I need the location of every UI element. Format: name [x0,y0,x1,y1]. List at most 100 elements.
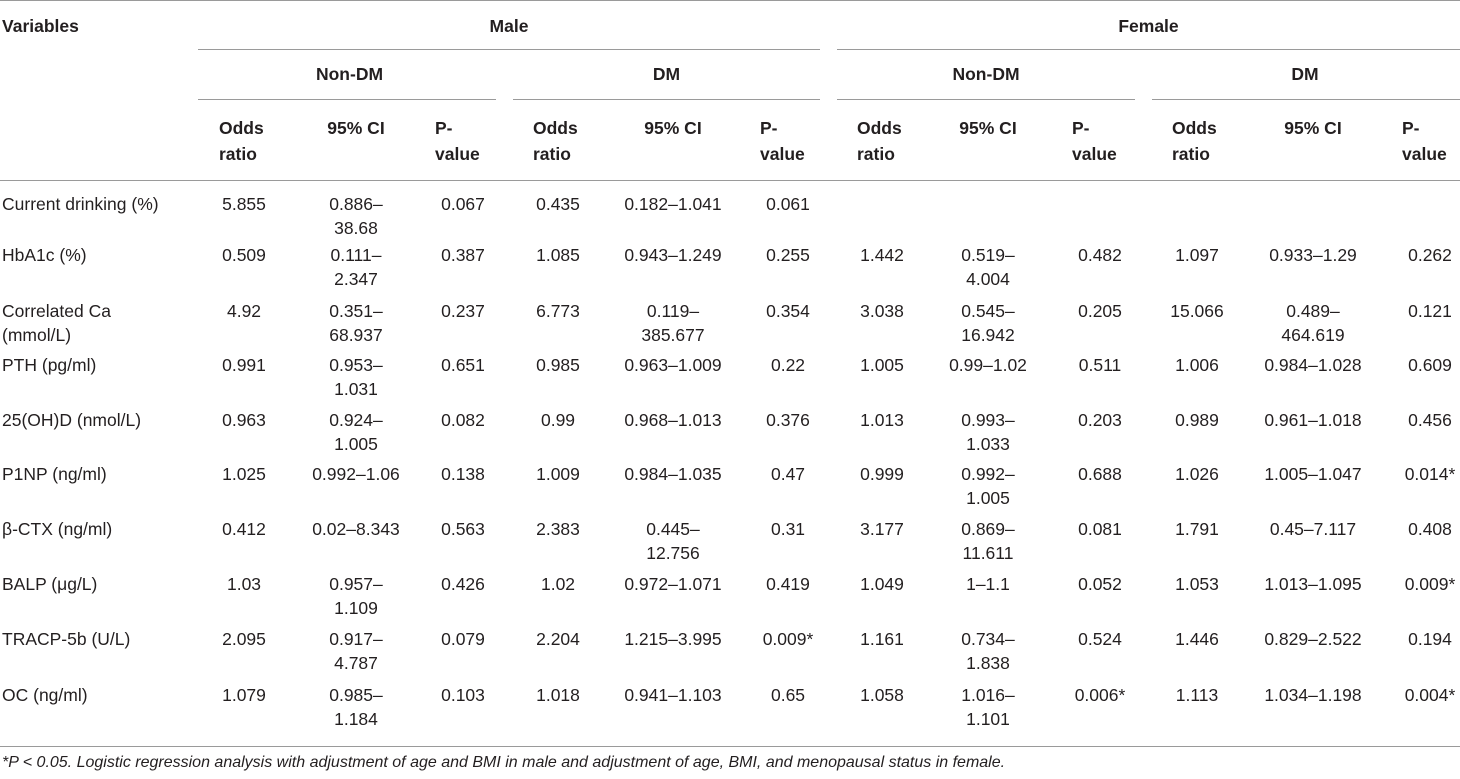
table-cell: 0.354 [766,301,810,321]
row-label: OC (ng/ml) [2,685,88,705]
table-cell: 4.787 [334,653,378,673]
table-cell: 0.482 [1078,245,1122,265]
table-cell: 0.119– [646,301,700,321]
table-cell: 1.005–1.047 [1264,464,1362,484]
table-cell: 1.013–1.095 [1264,574,1362,594]
table-cell: 0.419 [766,574,810,594]
table-cell: 0.943–1.249 [624,245,722,265]
table-cell: 15.066 [1170,301,1224,321]
table-footnote: *P < 0.05. Logistic regression analysis … [2,754,1006,771]
table-cell: 0.651 [441,355,485,375]
table-cell: 0.061 [766,194,810,214]
table-cell: 1.005 [966,488,1010,508]
table-cell: 38.68 [334,218,378,238]
table-cell: 0.456 [1408,410,1452,430]
table-cell: 1.058 [860,685,904,705]
table-cell: 0.869– [961,519,1015,539]
header-odds-ratio-0: Odds [219,118,264,138]
header-male: Male [489,16,529,36]
table-bottom-rule [0,746,1460,747]
table-cell: 1.026 [1175,464,1219,484]
row-label: (mmol/L) [2,325,72,345]
table-cell: 0.957– [329,574,383,594]
header-ci-10: 95% CI [1284,118,1342,138]
table-cell: 0.989 [1175,410,1219,430]
table-cell: 3.177 [860,519,904,539]
table-cell: 0.953– [329,355,383,375]
table-cell: 0.511 [1078,355,1122,375]
table-top-rule [0,0,1460,1]
table-cell: 0.194 [1408,629,1452,649]
table-cell: 1.161 [860,629,904,649]
header-ci-1: 95% CI [327,118,385,138]
table-cell: 0.009* [1404,574,1456,594]
table-cell: 0.262 [1408,245,1452,265]
table-cell: 2.204 [536,629,580,649]
table-cell: 0.992–1.06 [312,464,400,484]
row-label: 25(OH)D (nmol/L) [2,410,142,430]
table-cell: 3.038 [860,301,904,321]
table-cell: 0.376 [766,410,810,430]
header-group-male-dm: DM [652,64,681,84]
table-cell: 0.941–1.103 [624,685,722,705]
header-p-value-l2-11: value [1402,144,1447,164]
header-p-value-8: P- [1072,118,1090,138]
table-cell: 1.031 [334,379,378,399]
table-cell: 0.103 [441,685,485,705]
header-group-female-dm: DM [1291,64,1319,84]
male-group-rule [198,49,820,50]
table-cell: 1.013 [860,410,904,430]
table-cell: 4.92 [226,301,262,321]
table-cell: 0.111– [330,245,382,265]
table-cell: 0.972–1.071 [624,574,722,594]
table-cell: 1.215–3.995 [624,629,722,649]
header-bottom-rule [0,180,1460,181]
table-cell: 1.097 [1175,245,1219,265]
header-p-value-l2-2: value [435,144,480,164]
group-rule-3 [1152,99,1460,100]
table-cell: 0.99–1.02 [949,355,1027,375]
table-cell: 1.109 [334,598,378,618]
header-p-value-11: P- [1402,118,1420,138]
table-cell: 0.237 [441,301,485,321]
table-cell: 0.22 [770,355,806,375]
table-cell: 1.079 [222,685,266,705]
table-cell: 0.991 [222,355,266,375]
table-cell: 0.99 [540,410,576,430]
table-cell: 68.937 [329,325,383,345]
group-rule-2 [837,99,1135,100]
table-cell: 464.619 [1281,325,1345,345]
table-cell: 4.004 [966,269,1010,289]
table-cell: 0.984–1.028 [1264,355,1362,375]
table-cell: 1.005 [334,434,378,454]
table-cell: 0.387 [441,245,485,265]
table-cell: 0.081 [1078,519,1122,539]
table-cell: 0.985– [329,685,383,705]
table-cell: 2.347 [334,269,378,289]
table-cell: 0.489– [1286,301,1340,321]
row-label: BALP (μg/L) [2,574,98,594]
table-cell: 0.519– [961,245,1015,265]
header-ci-4: 95% CI [644,118,702,138]
table-cell: 1.446 [1175,629,1219,649]
table-cell: 0.963 [222,410,266,430]
table-cell: 1.02 [540,574,576,594]
table-cell: 1.03 [226,574,262,594]
header-group-male-non-dm: Non-DM [315,64,384,84]
table-cell: 1.049 [860,574,904,594]
table-cell: 1.085 [536,245,580,265]
table-cell: 0.984–1.035 [624,464,722,484]
row-label: TRACP-5b (U/L) [2,629,131,649]
table-cell: 0.121 [1408,301,1452,321]
header-odds-ratio-l2-0: ratio [219,144,257,164]
table-cell: 2.095 [222,629,266,649]
table-cell: 0.014* [1404,464,1456,484]
table-cell: 0.31 [770,519,806,539]
table-cell: 0.688 [1078,464,1122,484]
table-cell: 0.545– [961,301,1015,321]
header-p-value-l2-8: value [1072,144,1117,164]
group-rule-0 [198,99,496,100]
table-cell: 0.412 [222,519,266,539]
table-cell: 0.993– [961,410,1015,430]
header-odds-ratio-l2-6: ratio [857,144,895,164]
